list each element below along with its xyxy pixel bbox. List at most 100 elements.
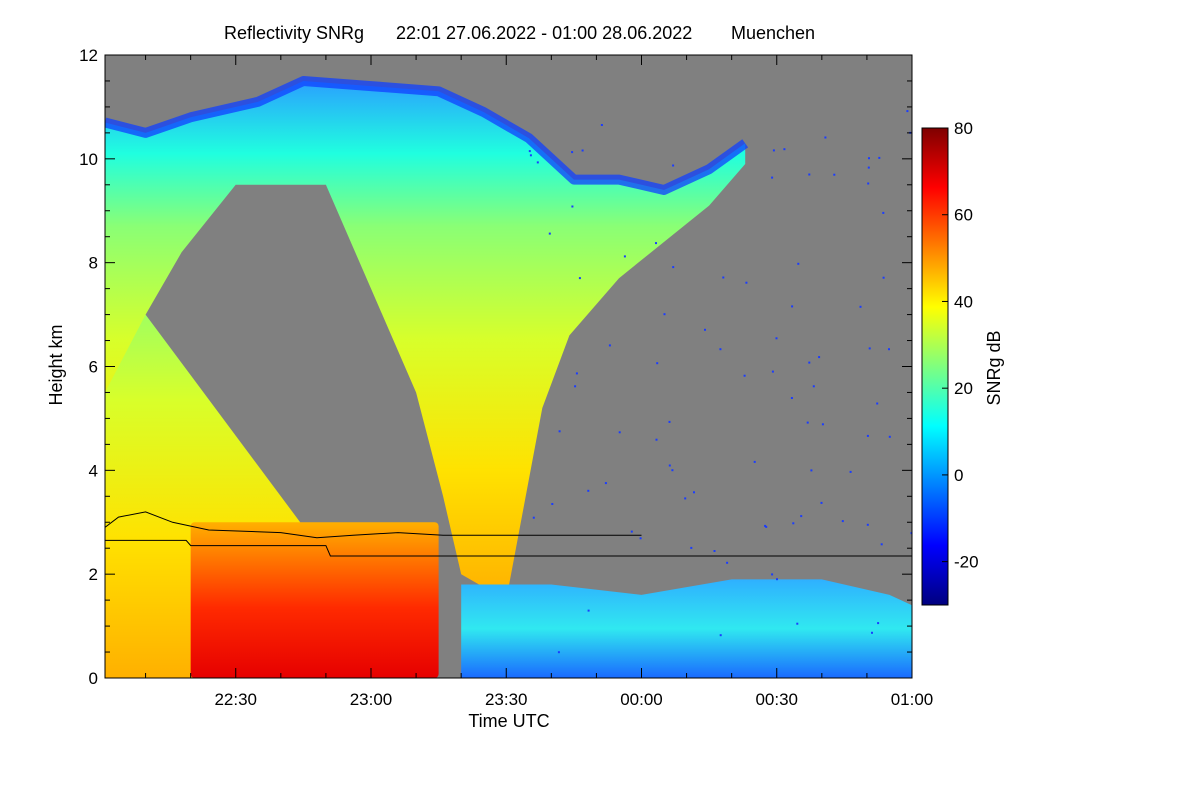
colorbar-tick-label: -20 <box>954 553 979 572</box>
speckle <box>841 520 844 523</box>
speckle <box>906 110 909 113</box>
speckle <box>623 255 626 258</box>
speckle <box>810 469 813 472</box>
speckle <box>608 344 611 347</box>
y-tick-label: 0 <box>89 669 98 688</box>
speckle <box>663 313 666 316</box>
speckle <box>878 156 881 159</box>
speckle <box>743 374 746 377</box>
x-tick-label: 23:30 <box>485 690 528 709</box>
speckle <box>587 609 590 612</box>
speckle <box>551 503 554 505</box>
speckle <box>775 337 778 340</box>
speckle <box>771 176 774 179</box>
speckle <box>655 242 657 245</box>
speckle <box>571 151 574 154</box>
speckle <box>604 482 607 485</box>
speckle <box>833 173 836 176</box>
speckle <box>630 530 633 533</box>
speckle <box>882 211 885 214</box>
y-axis: 0 2 4 6 8 10 12 <box>79 46 912 688</box>
speckle <box>719 348 722 351</box>
colorbar-ticks: -20 0 20 40 60 80 <box>942 119 979 572</box>
speckle <box>765 525 768 528</box>
x-tick-label: 01:00 <box>891 690 934 709</box>
speckle <box>704 328 706 331</box>
speckle <box>574 385 577 388</box>
speckle <box>558 430 561 433</box>
speckle <box>722 276 725 279</box>
melting-layer-line <box>105 511 642 539</box>
rain-core-region <box>190 522 439 678</box>
colorbar-tick-label: 80 <box>954 119 973 138</box>
y-tick-label: 8 <box>89 254 98 273</box>
speckle <box>771 573 774 576</box>
speckle <box>821 423 824 426</box>
y-tick-label: 6 <box>89 358 98 377</box>
cloud-echo-region <box>105 81 746 601</box>
speckle <box>536 161 539 164</box>
speckle <box>859 305 862 308</box>
speckle <box>581 149 584 152</box>
speckle <box>668 464 671 467</box>
speckle <box>671 469 674 472</box>
speckle <box>719 634 722 637</box>
colorbar-frame <box>921 127 949 606</box>
speckle <box>796 622 799 625</box>
speckle <box>871 631 873 634</box>
speckle <box>868 347 871 350</box>
noise-speckles <box>528 110 912 654</box>
speckle <box>672 266 675 269</box>
speckle <box>693 491 695 494</box>
plot-area <box>105 55 912 678</box>
speckle <box>776 578 778 581</box>
speckle <box>783 148 786 151</box>
speckle <box>791 305 794 308</box>
speckle <box>808 173 811 176</box>
chart-title: Reflectivity SNRg <box>224 23 364 43</box>
y-tick-label: 4 <box>89 461 98 480</box>
speckle <box>808 361 811 364</box>
speckle <box>824 136 827 139</box>
zero-degree-line <box>105 539 912 557</box>
x-axis: 22:30 23:00 23:30 00:00 00:30 01:00 <box>145 55 934 709</box>
speckle <box>888 435 891 438</box>
speckle <box>690 546 693 549</box>
speckle <box>578 277 581 280</box>
colorbar-gradient <box>922 128 948 605</box>
speckle <box>877 622 880 625</box>
speckle <box>800 515 803 518</box>
y-axis-label: Height km <box>46 324 66 405</box>
speckle <box>587 489 590 492</box>
speckle <box>882 276 885 279</box>
y-tick-label: 10 <box>79 150 98 169</box>
speckle <box>771 370 774 373</box>
chart-location: Muenchen <box>731 23 815 43</box>
x-tick-label: 22:30 <box>214 690 257 709</box>
speckle <box>639 537 642 540</box>
overlay-lines <box>105 511 912 557</box>
speckle <box>600 124 603 126</box>
colorbar-label: SNRg dB <box>984 330 1004 405</box>
speckle <box>820 501 823 504</box>
speckle <box>910 532 912 535</box>
speckle <box>656 362 659 365</box>
speckle <box>575 372 578 375</box>
speckle <box>867 166 870 169</box>
speckle <box>868 157 870 160</box>
speckle <box>668 420 671 423</box>
speckle <box>672 164 675 167</box>
colorbar: -20 0 20 40 60 80 <box>921 119 979 606</box>
speckle <box>557 651 560 654</box>
speckle <box>849 470 852 473</box>
x-tick-label: 00:30 <box>755 690 798 709</box>
x-tick-label: 00:00 <box>620 690 663 709</box>
speckle <box>888 348 890 351</box>
speckle <box>571 205 574 208</box>
chart-time-range: 22:01 27.06.2022 - 01:00 28.06.2022 <box>396 23 692 43</box>
speckle <box>528 150 531 153</box>
speckle <box>867 182 870 185</box>
speckle <box>753 460 756 463</box>
speckle <box>818 356 821 359</box>
speckle <box>529 154 532 157</box>
